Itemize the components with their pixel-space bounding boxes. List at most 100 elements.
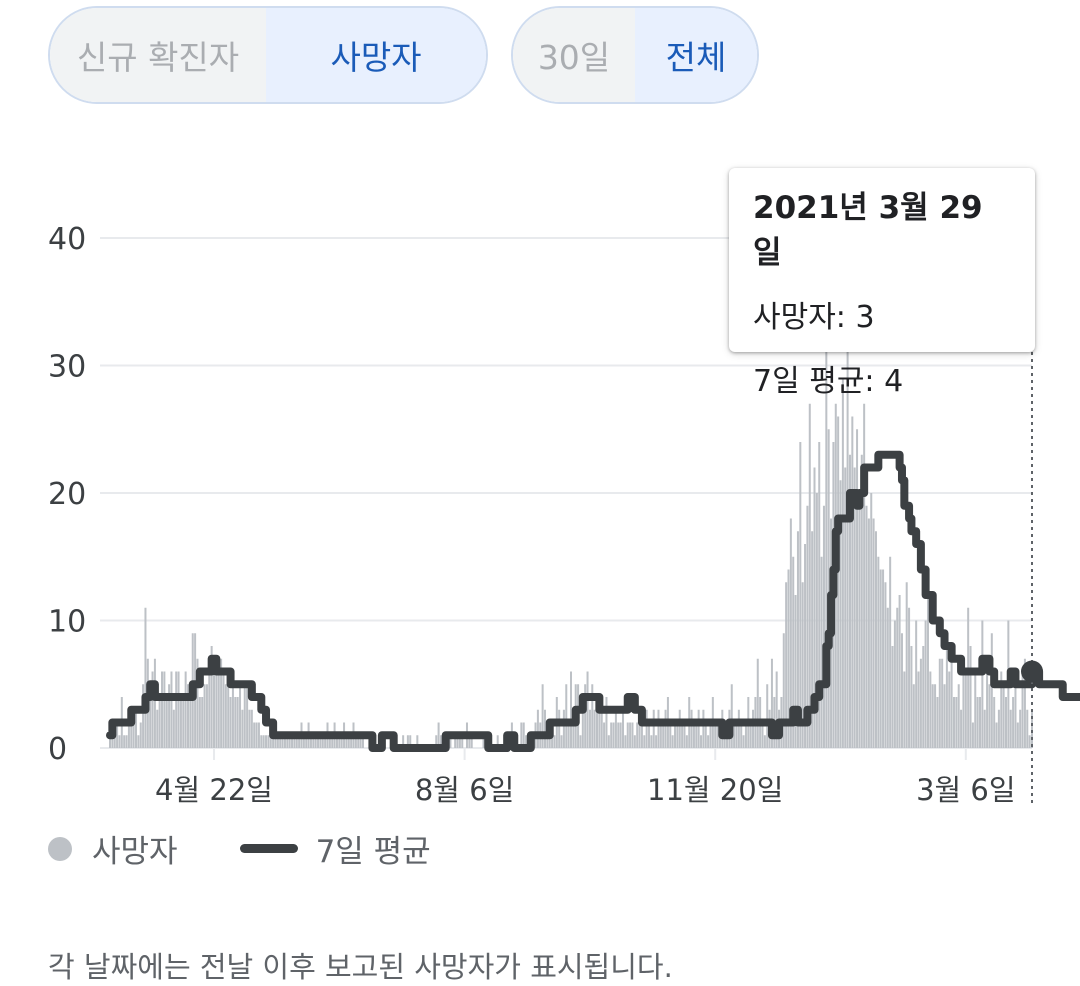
deaths-chart[interactable]: 0 10 20 30 40 4월 22일 8월 6일 11월 20일 3월 6일 <box>0 150 1080 810</box>
death-bar <box>562 709 565 748</box>
death-bar <box>856 429 859 748</box>
death-bar <box>804 544 807 748</box>
death-bar <box>1012 697 1015 748</box>
death-bar <box>752 709 755 748</box>
death-bar <box>645 709 648 748</box>
legend-bars-label: 사망자 <box>92 834 178 870</box>
death-bar <box>990 633 993 748</box>
death-bar <box>775 671 778 748</box>
death-bar <box>203 684 206 748</box>
legend-bars-swatch <box>48 836 72 861</box>
death-bar <box>806 505 809 748</box>
death-bar <box>659 722 662 748</box>
toggle-deaths[interactable]: 사망자 <box>266 8 486 102</box>
death-bar <box>108 735 112 748</box>
death-bar <box>144 607 147 748</box>
death-bar <box>964 671 967 748</box>
death-bar <box>605 697 608 748</box>
tooltip-date: 2021년 3월 29일 <box>753 190 983 271</box>
death-bar <box>331 735 334 748</box>
death-bar <box>879 569 882 748</box>
death-bar <box>572 709 575 748</box>
death-bar <box>886 607 889 748</box>
death-bar <box>234 697 237 748</box>
death-bar <box>733 722 736 748</box>
average-line-path <box>106 450 1080 752</box>
death-bar <box>1002 684 1005 748</box>
death-bar <box>995 722 998 748</box>
chart-tooltip: 2021년 3월 29일 사망자: 3 7일 평균: 4 <box>729 168 1035 399</box>
death-bar <box>1016 722 1019 748</box>
death-bar <box>917 671 920 748</box>
death-bar <box>274 735 277 748</box>
death-bar <box>846 327 849 748</box>
death-bar <box>952 697 955 748</box>
death-bar <box>794 595 797 748</box>
death-bar <box>584 684 587 748</box>
death-bar <box>139 722 142 748</box>
death-bar <box>205 684 208 748</box>
death-bar <box>877 556 880 748</box>
death-bar <box>801 582 804 748</box>
death-bar <box>943 684 946 748</box>
death-bar <box>208 671 211 748</box>
death-bar <box>295 735 298 748</box>
legend-line-label: 7일 평균 <box>315 834 431 870</box>
death-bar <box>681 722 684 748</box>
death-bar <box>281 735 284 748</box>
death-bar <box>622 709 625 748</box>
seven-day-average-line <box>106 450 1080 752</box>
death-bar <box>142 684 145 748</box>
death-bar <box>402 735 405 748</box>
death-bar <box>669 722 672 748</box>
death-bar <box>908 607 911 748</box>
death-bar <box>969 646 972 748</box>
toggle-new-cases[interactable]: 신규 확진자 <box>50 8 267 102</box>
death-bar <box>787 569 790 748</box>
x-tick-label: 4월 22일 <box>155 773 273 807</box>
death-bar <box>851 416 854 748</box>
death-bar <box>536 709 539 748</box>
death-bar <box>182 697 185 748</box>
death-bar <box>629 722 632 748</box>
death-bar <box>151 671 154 748</box>
death-bar <box>357 735 360 748</box>
death-bar <box>978 697 981 748</box>
toggle-30-days[interactable]: 30일 <box>513 8 635 102</box>
death-bar <box>633 735 636 748</box>
death-bar <box>116 722 119 748</box>
death-bar <box>884 582 887 748</box>
death-bar <box>317 735 320 748</box>
death-bar <box>671 735 674 748</box>
death-bar <box>915 620 918 748</box>
y-tick-label: 10 <box>48 605 86 640</box>
death-bar <box>586 671 589 748</box>
death-bar <box>948 671 951 748</box>
death-bar <box>565 684 568 748</box>
death-bar <box>650 735 653 748</box>
death-bar <box>749 722 752 748</box>
death-bar <box>926 595 929 748</box>
death-bar <box>905 582 908 748</box>
death-bar <box>893 620 896 748</box>
death-bar <box>257 722 260 748</box>
death-bar <box>674 722 677 748</box>
death-bar <box>697 709 700 748</box>
death-bar <box>867 518 870 748</box>
death-bar <box>312 735 315 748</box>
death-bar <box>347 735 350 748</box>
death-bar <box>283 735 286 748</box>
death-bar <box>260 735 263 748</box>
x-axis-labels: 4월 22일 8월 6일 11월 20일 3월 6일 <box>155 748 1016 807</box>
death-bar <box>648 722 651 748</box>
toggle-all-time[interactable]: 전체 <box>635 8 757 102</box>
death-bar <box>643 735 646 748</box>
death-bar <box>640 722 643 748</box>
death-bar <box>619 722 622 748</box>
death-bar <box>288 735 291 748</box>
death-bar <box>243 684 246 748</box>
death-bar <box>770 658 773 748</box>
death-bar <box>269 735 272 748</box>
death-bar <box>950 658 953 748</box>
death-bar <box>610 722 613 748</box>
